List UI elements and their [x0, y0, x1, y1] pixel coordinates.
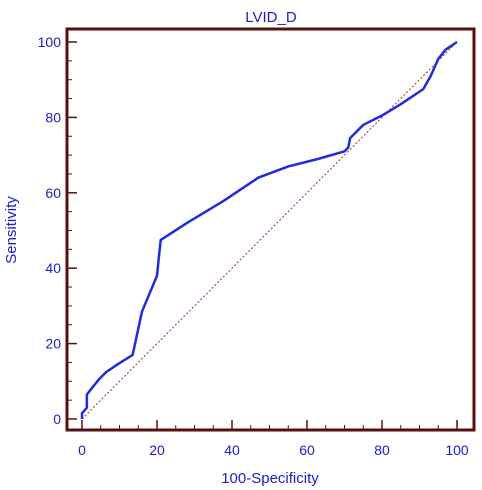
x-axis-label: 100-Specificity — [221, 470, 319, 487]
y-tick-label-100: 100 — [38, 34, 62, 50]
reference-diagonal-line — [81, 41, 458, 420]
x-tick-label-60: 60 — [299, 442, 315, 458]
x-tick-label-100: 100 — [445, 442, 469, 458]
plot-frame — [65, 27, 476, 432]
y-tick-label-80: 80 — [45, 109, 61, 125]
y-tick-label-60: 60 — [45, 185, 61, 201]
y-tick-label-40: 40 — [45, 260, 61, 276]
x-tick-label-40: 40 — [224, 442, 240, 458]
ticks-layer: 0 20 40 60 80 100 0 20 40 60 80 100 — [38, 34, 469, 458]
y-tick-label-0: 0 — [53, 411, 61, 427]
marks-layer — [80, 40, 458, 420]
y-axis-label: Sensitivity — [3, 196, 20, 264]
chart-title: LVID_D — [245, 9, 297, 26]
x-tick-label-20: 20 — [149, 442, 165, 458]
x-tick-label-80: 80 — [374, 442, 390, 458]
roc-curve-line — [80, 40, 458, 419]
x-tick-label-0: 0 — [78, 442, 86, 458]
y-tick-label-20: 20 — [45, 336, 61, 352]
